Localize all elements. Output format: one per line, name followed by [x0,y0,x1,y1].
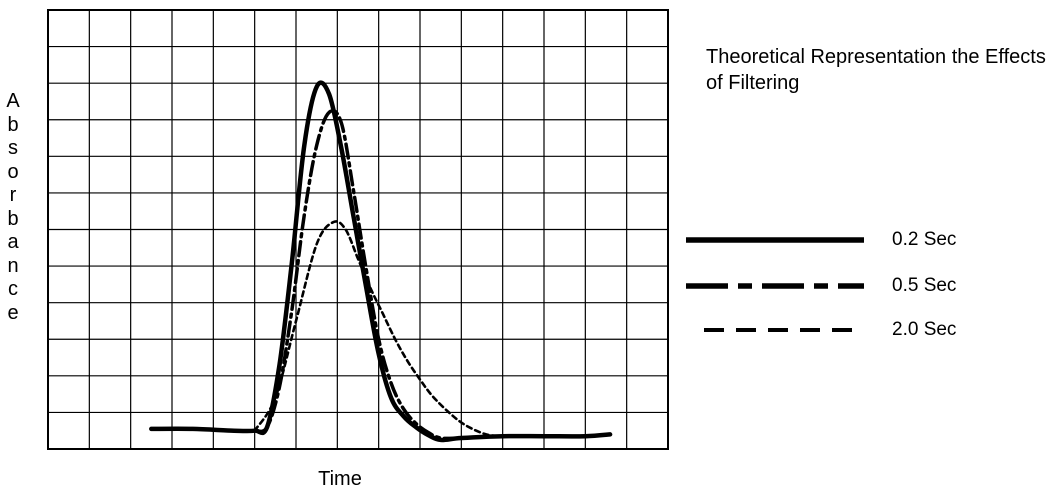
series-layer [149,80,613,443]
series-line-dashdot [252,108,464,441]
y-axis-label-letter: o [7,160,19,183]
y-axis-label-letter: r [9,184,17,206]
y-axis-label-letter: b [7,207,19,230]
x-axis-label: Time [318,468,362,490]
legend-swatch-dashdot [686,283,864,289]
legend-swatch-dashed [704,328,864,332]
legend-label: 2.0 Sec [892,319,957,340]
chart-title: Theoretical Representation the Effects o… [706,46,1046,94]
legend-item: 2.0 Sec [686,318,956,342]
y-axis-label-letter: A [6,90,20,112]
y-axis-label-letter: a [7,231,19,253]
legend-label: 0.2 Sec [892,229,957,250]
legend-item: 0.2 Sec [686,228,956,252]
legend-label: 0.5 Sec [892,275,957,296]
y-axis-label-letter: e [7,301,19,324]
y-axis-label-letter: n [7,254,19,277]
series-line-solid [149,80,613,443]
legend-swatch-solid [686,237,864,243]
series-line-dashed [253,220,504,438]
y-axis-label-letter: c [8,278,18,300]
y-axis-label-letter: s [8,137,18,159]
gridlines [48,10,668,449]
y-axis-label-letter: b [7,113,19,136]
legend-item: 0.5 Sec [686,274,956,298]
